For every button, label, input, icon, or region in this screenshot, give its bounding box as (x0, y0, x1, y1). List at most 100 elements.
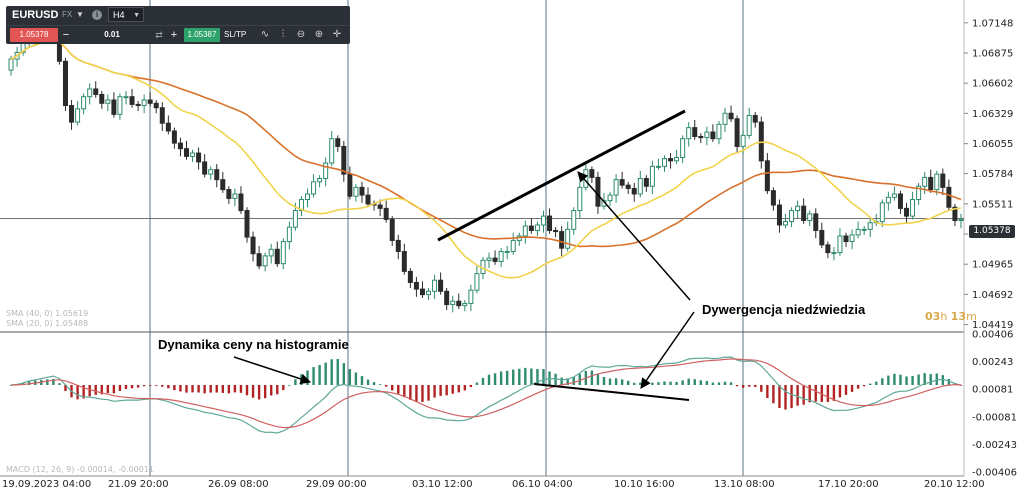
sell-button[interactable]: 1.05378 (10, 28, 58, 42)
hist-bar (384, 385, 388, 387)
hist-bar (711, 382, 715, 385)
candle (177, 137, 183, 157)
swap-icon[interactable]: ⇄ (155, 30, 163, 40)
candle (171, 127, 177, 149)
candle-body (734, 118, 740, 147)
sltp-button[interactable]: SL/TP (224, 30, 247, 39)
candle (456, 293, 462, 309)
indicators-icon[interactable]: ⫶ (281, 29, 285, 40)
candle-body (776, 204, 782, 226)
candle-body (426, 290, 432, 296)
hist-bar (324, 362, 327, 385)
hist-bar (276, 385, 279, 395)
hist-bar (112, 385, 116, 394)
hist-bar (633, 382, 636, 385)
candle (147, 92, 153, 107)
candle-body (910, 199, 916, 217)
lot-increase-button[interactable]: + (170, 29, 178, 41)
toolbar-top-row: EURUSD FX ▼ i H4 ▼ (6, 6, 350, 25)
candle (413, 276, 419, 297)
candle-body (958, 218, 964, 222)
candle-body (256, 253, 262, 267)
feed-label: FX (62, 10, 73, 19)
candle (928, 169, 934, 193)
candle-body (419, 288, 425, 296)
candle-body (728, 112, 734, 120)
time-tick-label: 10.10 16:00 (614, 479, 675, 490)
symbol-label[interactable]: EURUSD (12, 9, 59, 21)
candle-body (69, 105, 75, 123)
candle-body (413, 281, 419, 290)
candle (438, 272, 444, 295)
candle (734, 115, 740, 152)
candle (704, 126, 710, 146)
trade-toolbar: EURUSD FX ▼ i H4 ▼ 1.05378 − 0.01 ⇄ + 1.0… (6, 6, 350, 44)
hist-bar (354, 372, 358, 385)
candle-body (323, 162, 329, 180)
buy-button[interactable]: 1.05387 (184, 28, 220, 42)
zoom-out-icon[interactable]: ⊖ (296, 29, 306, 40)
candle-body (274, 248, 280, 265)
candle (873, 213, 879, 227)
candle-body (661, 158, 667, 167)
chart-line-icon[interactable]: ∿ (260, 29, 270, 40)
candle-body (171, 130, 177, 144)
hist-bar (481, 377, 485, 385)
crosshair-icon[interactable]: ✛ (332, 29, 342, 40)
hist-bar (433, 385, 436, 398)
candle (407, 268, 413, 288)
hist-bar (312, 367, 315, 385)
candle (268, 243, 274, 264)
candle (849, 229, 855, 250)
candle-body (62, 60, 68, 107)
hist-bar (820, 385, 824, 402)
candle (202, 154, 208, 178)
hist-bar (288, 384, 291, 386)
lot-size-input[interactable]: 0.01 (104, 30, 120, 39)
candle-body (698, 135, 704, 139)
hist-bar (566, 378, 569, 385)
hist-bar (748, 385, 751, 387)
candle-body (740, 134, 746, 147)
candle-body (655, 165, 661, 168)
candle (135, 101, 141, 112)
candle (710, 124, 716, 143)
candle-body (183, 148, 189, 157)
candle-body (365, 194, 371, 205)
candle (540, 210, 546, 233)
candle (153, 99, 159, 114)
candle-body (462, 302, 468, 307)
candle-body (692, 127, 698, 137)
hist-bar (524, 367, 527, 385)
hist-bar (590, 370, 594, 385)
lot-decrease-button[interactable]: − (62, 29, 70, 41)
hist-bar (681, 380, 684, 385)
candle (280, 238, 286, 270)
hist-bar (512, 369, 515, 385)
candle (335, 135, 341, 152)
signal-line (10, 358, 962, 429)
hist-bar (536, 368, 539, 385)
chevron-down-icon[interactable]: ▼ (76, 10, 84, 19)
hist-bar (554, 373, 557, 385)
candle (305, 188, 311, 208)
candle-body (93, 88, 99, 95)
hist-bar (372, 382, 376, 385)
candle (426, 287, 432, 301)
candle-body (117, 96, 123, 115)
hist-bar (542, 369, 545, 385)
hist-bar (148, 385, 152, 386)
hist-bar (548, 371, 551, 385)
info-icon[interactable]: i (92, 10, 102, 20)
candle (87, 83, 93, 105)
hist-bar (929, 374, 932, 385)
hist-bar (887, 375, 890, 385)
hist-bar (826, 385, 830, 402)
candle-body (214, 169, 220, 181)
candle-body (722, 112, 728, 125)
candle (843, 232, 849, 248)
timeframe-select[interactable]: H4 ▼ (108, 7, 144, 22)
hist-bar (415, 385, 418, 402)
zoom-in-icon[interactable]: ⊕ (314, 29, 324, 40)
